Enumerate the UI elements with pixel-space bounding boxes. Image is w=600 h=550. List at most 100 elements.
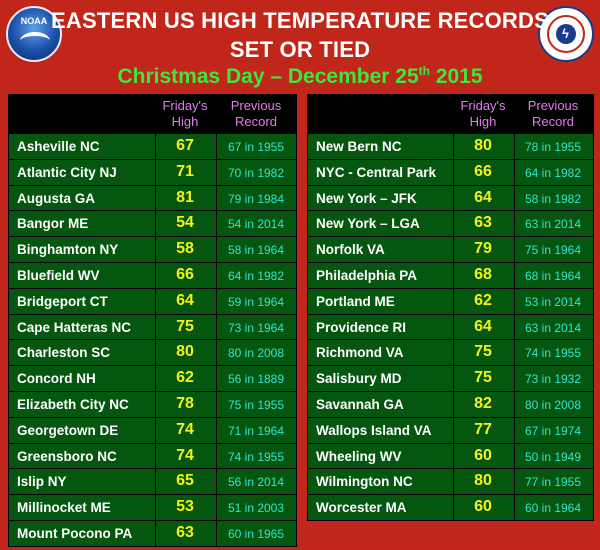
fridays-high-header: Friday's High <box>453 98 513 130</box>
previous-record-value: 78 in 1955 <box>524 140 582 154</box>
fridays-high-value: 64 <box>474 188 492 206</box>
fridays-high-value: 60 <box>474 446 492 464</box>
city-name: Millinocket ME <box>17 500 111 516</box>
fridays-high-header: Friday's High <box>155 98 215 130</box>
previous-record-value: 56 in 2014 <box>227 475 285 490</box>
fridays-high-header-line1: Friday's <box>162 98 208 113</box>
fridays-high-value: 68 <box>474 265 492 283</box>
previous-record-value: 80 in 2008 <box>227 346 285 361</box>
table-row: New York – LGA 63 63 in 2014 <box>308 210 593 236</box>
table-row: Salisbury MD 75 73 in 1932 <box>308 365 593 391</box>
city-name: Greensboro NC <box>17 448 117 464</box>
previous-record-value: 60 in 1965 <box>227 526 285 541</box>
previous-record-value: 51 in 2003 <box>227 501 285 516</box>
column-divider <box>155 95 156 546</box>
noaa-logo-icon: NOAA <box>6 6 62 62</box>
table-row: Bangor ME 54 54 in 2014 <box>9 210 296 236</box>
table-row: New York – JFK 64 58 in 1982 <box>308 184 593 211</box>
previous-record-value: 70 in 1982 <box>227 165 285 180</box>
city-name: Binghamton NY <box>17 242 119 258</box>
previous-record-value: 67 in 1955 <box>227 140 285 154</box>
previous-record-value: 64 in 1982 <box>227 268 285 283</box>
previous-record-header-line1: Previous <box>527 98 579 113</box>
column-divider <box>453 95 454 520</box>
city-name: Asheville NC <box>17 139 100 154</box>
subtitle-post: 2015 <box>429 65 483 88</box>
city-name: Cape Hatteras NC <box>17 319 132 335</box>
table-row: Mount Pocono PA 63 60 in 1965 <box>9 519 296 546</box>
fridays-high-value: 75 <box>176 317 194 335</box>
city-name: Mount Pocono PA <box>17 525 133 541</box>
table-header: Friday's High Previous Record <box>9 95 296 133</box>
previous-record-value: 63 in 2014 <box>524 320 582 335</box>
table-row: Augusta GA 81 79 in 1984 <box>9 184 296 211</box>
city-name: Atlantic City NJ <box>17 164 117 180</box>
previous-record-header: Previous Record <box>514 98 592 130</box>
fridays-high-value: 62 <box>176 369 194 387</box>
fridays-high-value: 82 <box>474 394 492 412</box>
previous-record-value: 64 in 1982 <box>524 165 582 180</box>
city-name: Bridgeport CT <box>17 293 108 309</box>
subtitle-sup: th <box>418 64 430 78</box>
table-row: Norfolk VA 79 75 in 1964 <box>308 236 593 262</box>
fridays-high-value: 79 <box>474 240 492 258</box>
previous-record-value: 74 in 1955 <box>227 449 285 464</box>
city-name: Savannah GA <box>316 396 404 412</box>
fridays-high-value: 80 <box>474 472 492 490</box>
table-row: Atlantic City NJ 71 70 in 1982 <box>9 158 296 185</box>
table-row: Bridgeport CT 64 59 in 1964 <box>9 287 296 314</box>
right-records-table: Friday's High Previous Record New Bern NC 80 7… <box>307 94 594 521</box>
table-row: Savannah GA 82 80 in 2008 <box>308 390 593 417</box>
table-row: Greensboro NC 74 74 in 1955 <box>9 442 296 469</box>
fridays-high-value: 63 <box>176 523 194 541</box>
city-name: Wilmington NC <box>316 474 413 490</box>
table-header: Friday's High Previous Record <box>308 95 593 133</box>
city-name: New York – LGA <box>316 216 420 232</box>
previous-record-value: 59 in 1964 <box>227 294 285 309</box>
fridays-high-value: 64 <box>474 317 492 335</box>
table-row: Worcester MA 60 60 in 1964 <box>308 494 593 520</box>
table-row: Millinocket ME 53 51 in 2003 <box>9 494 296 520</box>
previous-record-value: 53 in 2014 <box>524 294 582 309</box>
subtitle: Christmas Day – December 25th 2015 <box>0 64 600 89</box>
fridays-high-header-line1: Friday's <box>460 98 506 113</box>
table-row: NYC - Central Park 66 64 in 1982 <box>308 158 593 185</box>
city-name: Charleston SC <box>17 345 111 361</box>
previous-record-value: 75 in 1964 <box>524 243 582 258</box>
fridays-high-value: 60 <box>474 498 492 516</box>
previous-record-value: 77 in 1955 <box>524 475 582 490</box>
previous-record-value: 75 in 1955 <box>227 397 285 412</box>
table-row: Philadelphia PA 68 68 in 1964 <box>308 261 593 288</box>
table-row: Wheeling WV 60 50 in 1949 <box>308 442 593 469</box>
table-row: New Bern NC 80 78 in 1955 <box>308 133 593 159</box>
fridays-high-value: 67 <box>176 137 194 154</box>
table-row: Islip NY 65 56 in 2014 <box>9 468 296 494</box>
fridays-high-header-line2: High <box>469 114 497 129</box>
table-row: Elizabeth City NC 78 75 in 1955 <box>9 390 296 417</box>
fridays-high-value: 80 <box>474 137 492 154</box>
city-name: Norfolk VA <box>316 242 385 258</box>
title-line1: EASTERN US HIGH TEMPERATURE RECORDS <box>51 8 549 33</box>
previous-record-value: 68 in 1964 <box>524 268 582 283</box>
fridays-high-value: 77 <box>474 420 492 438</box>
city-name: Worcester MA <box>316 500 407 516</box>
previous-record-value: 79 in 1984 <box>227 191 285 206</box>
fridays-high-value: 74 <box>176 446 194 464</box>
fridays-high-value: 81 <box>176 188 194 206</box>
fridays-high-value: 66 <box>474 162 492 180</box>
column-divider <box>216 95 217 546</box>
fridays-high-value: 58 <box>176 240 194 258</box>
fridays-high-value: 75 <box>474 343 492 361</box>
previous-record-value: 50 in 1949 <box>524 449 582 464</box>
table-row: Richmond VA 75 74 in 1955 <box>308 339 593 365</box>
table-row: Bluefield WV 66 64 in 1982 <box>9 261 296 288</box>
fridays-high-value: 78 <box>176 394 194 412</box>
subtitle-pre: Christmas Day – December 25 <box>117 65 419 88</box>
title-line2: SET OR TIED <box>229 37 371 62</box>
previous-record-value: 71 in 1964 <box>227 423 285 438</box>
table-row: Portland ME 62 53 in 2014 <box>308 287 593 314</box>
table-row: Wilmington NC 80 77 in 1955 <box>308 468 593 494</box>
city-name: NYC - Central Park <box>316 164 437 180</box>
fridays-high-value: 74 <box>176 420 194 438</box>
city-name: Bluefield WV <box>17 267 100 283</box>
